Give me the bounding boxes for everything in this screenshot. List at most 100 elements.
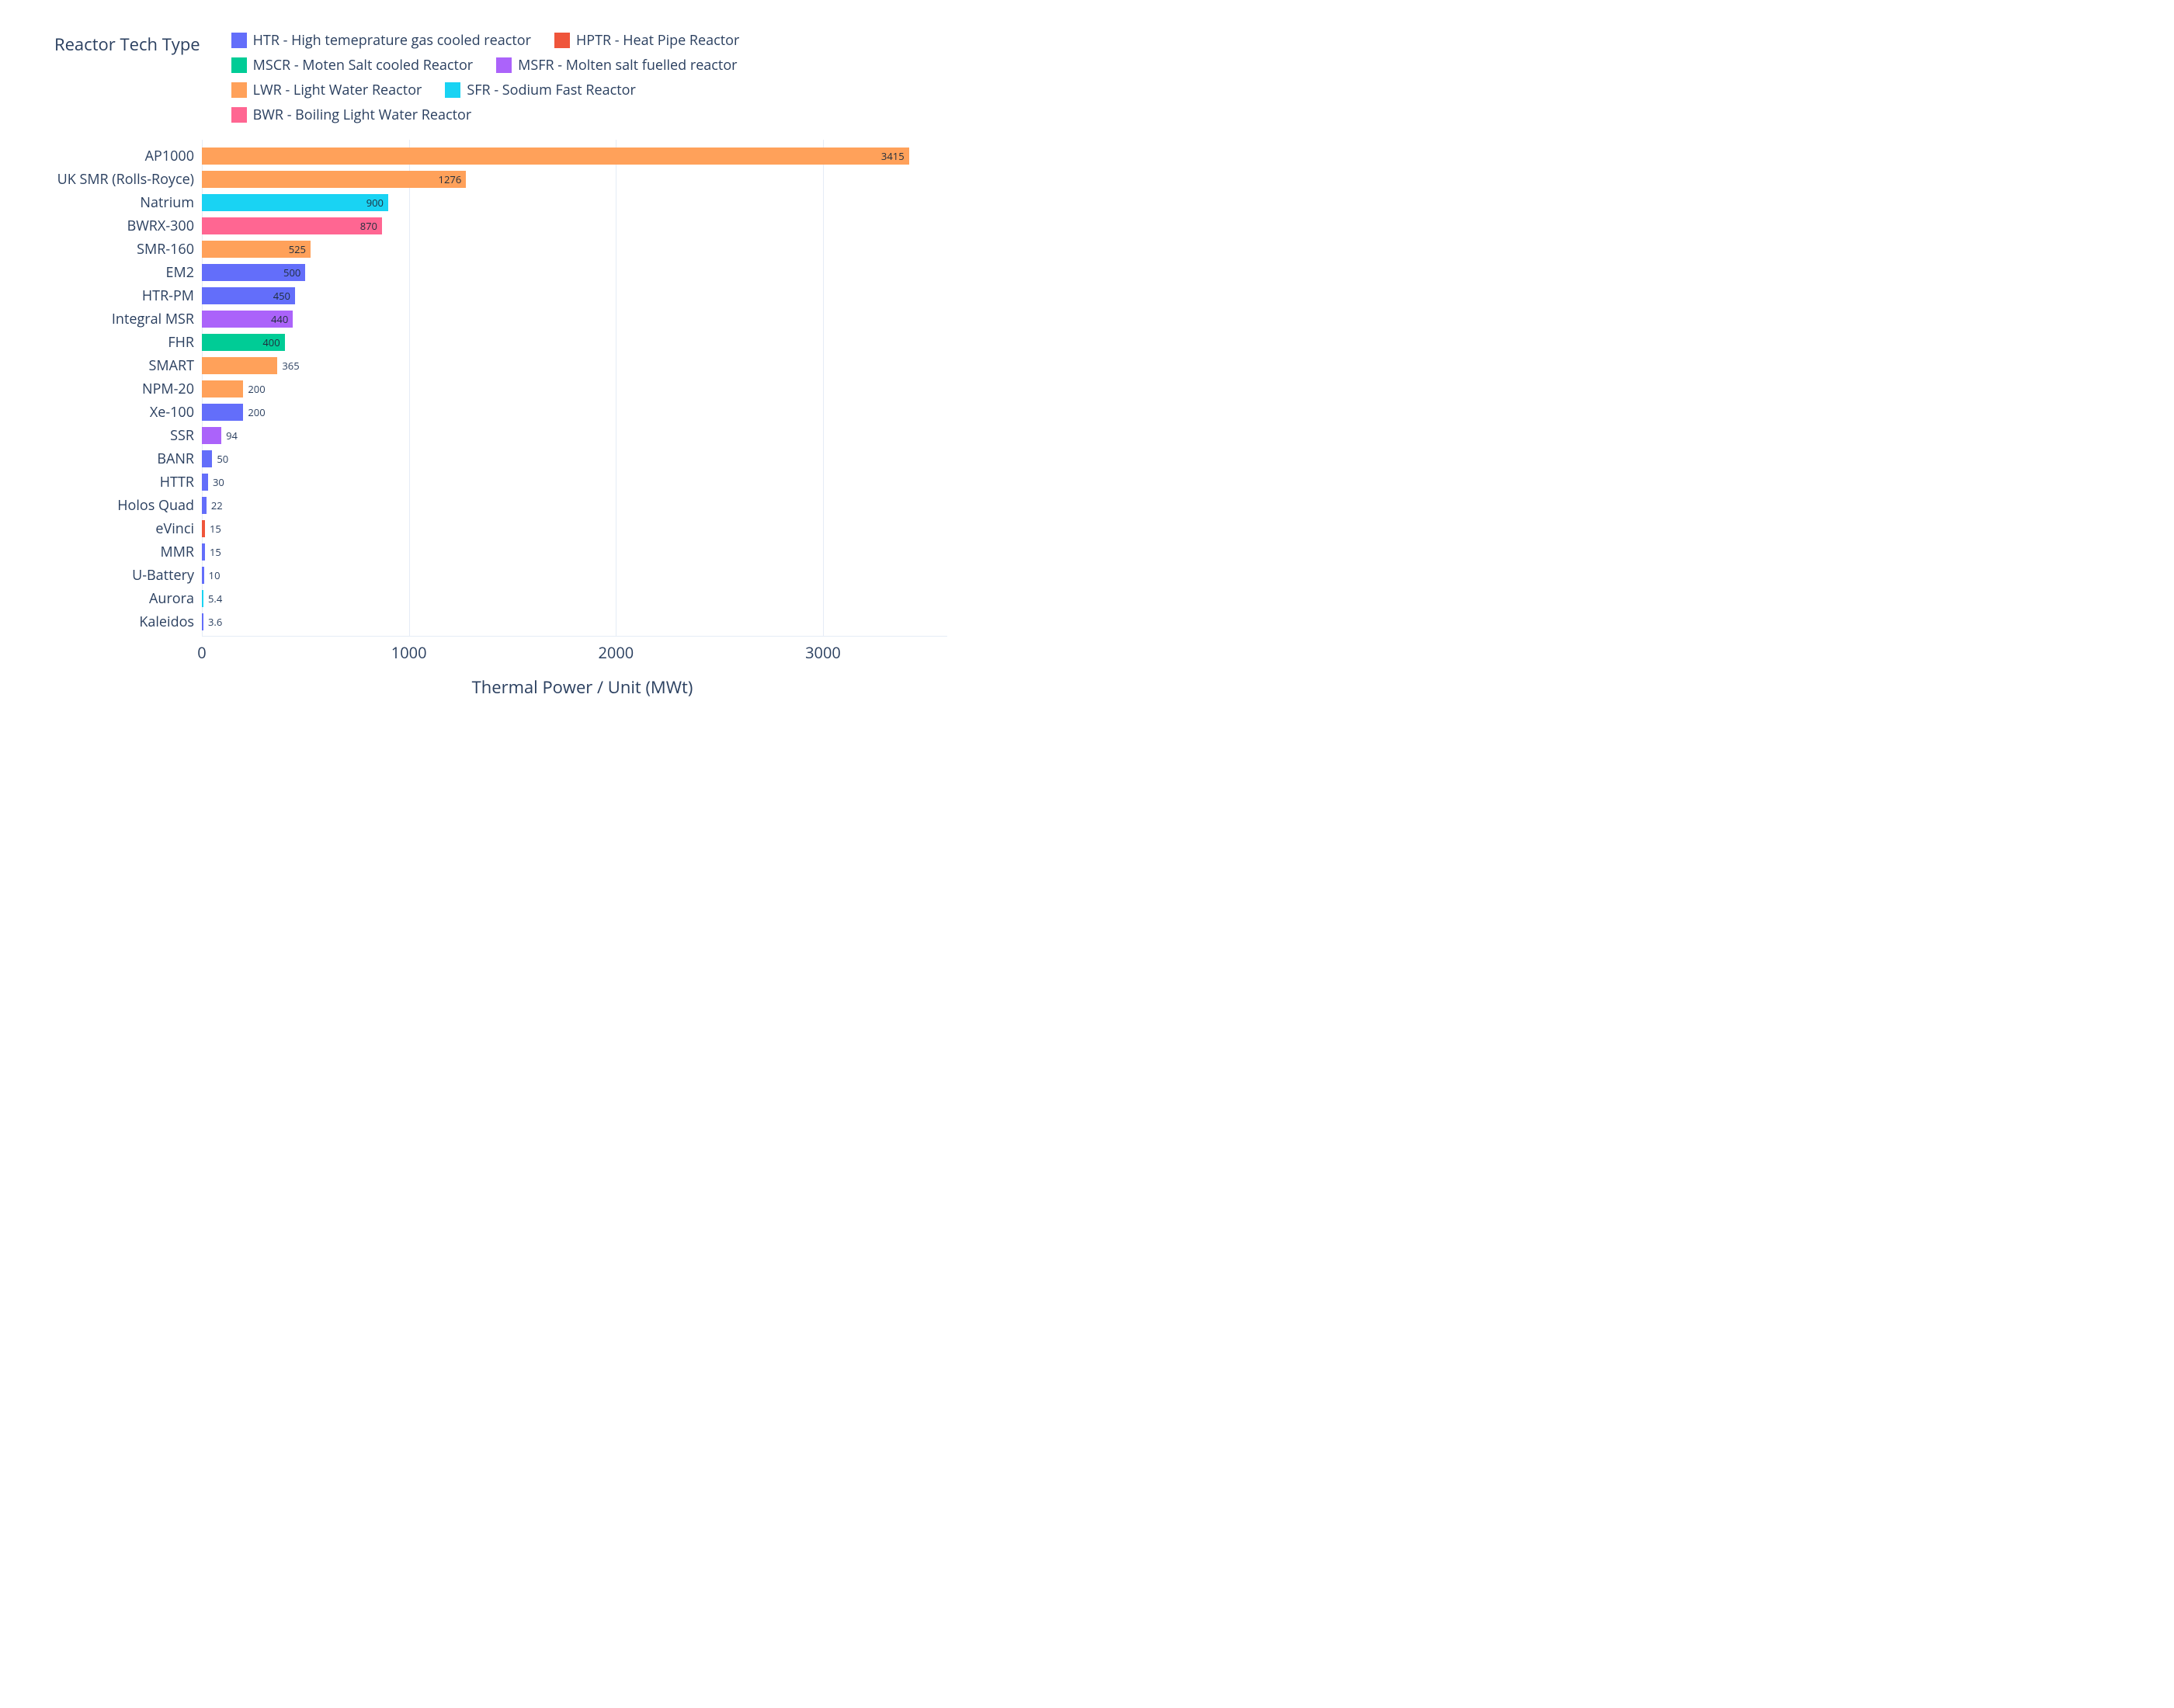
reactor-thermal-power-chart: Reactor Tech Type HTR - High temeprature… xyxy=(31,31,963,699)
bar-category-label: U-Battery xyxy=(132,566,202,585)
bar[interactable]: 3415 xyxy=(202,148,909,165)
legend-label: MSFR - Molten salt fuelled reactor xyxy=(518,56,737,75)
bar-category-label: Natrium xyxy=(140,193,202,212)
bar-category-label: SMR-160 xyxy=(137,240,202,259)
bar-row: Holos Quad22 xyxy=(202,494,947,517)
bar[interactable]: 15 xyxy=(202,520,205,537)
bar-row: Xe-100200 xyxy=(202,401,947,424)
legend-swatch xyxy=(231,82,247,98)
legend-item[interactable]: SFR - Sodium Fast Reactor xyxy=(445,81,635,99)
bar-value-label: 400 xyxy=(262,335,280,349)
legend-label: SFR - Sodium Fast Reactor xyxy=(467,81,635,99)
bar-row: EM2500 xyxy=(202,261,947,284)
legend: Reactor Tech Type HTR - High temeprature… xyxy=(31,31,963,124)
bar[interactable]: 15 xyxy=(202,543,205,561)
x-axis-title: Thermal Power / Unit (MWt) xyxy=(202,675,963,699)
bar-category-label: FHR xyxy=(168,333,202,352)
bar-row: eVinci15 xyxy=(202,517,947,540)
legend-swatch xyxy=(231,33,247,48)
legend-item[interactable]: BWR - Boiling Light Water Reactor xyxy=(231,106,472,124)
bar[interactable]: 525 xyxy=(202,241,311,258)
bar-value-label: 440 xyxy=(271,312,288,326)
bar-value-label: 365 xyxy=(282,359,299,373)
bar[interactable]: 94 xyxy=(202,427,221,444)
bar-row: AP10003415 xyxy=(202,144,947,168)
bar-category-label: EM2 xyxy=(166,263,202,282)
bar-category-label: HTTR xyxy=(160,473,202,491)
bar-category-label: eVinci xyxy=(155,519,202,538)
x-tick-label: 2000 xyxy=(598,636,634,663)
bar[interactable]: 3.6 xyxy=(202,613,203,630)
bar-value-label: 3415 xyxy=(881,149,905,163)
legend-label: LWR - Light Water Reactor xyxy=(253,81,422,99)
bar-row: SMR-160525 xyxy=(202,238,947,261)
bar-row: NPM-20200 xyxy=(202,377,947,401)
legend-item[interactable]: LWR - Light Water Reactor xyxy=(231,81,422,99)
bar[interactable]: 200 xyxy=(202,380,243,397)
x-tick-label: 1000 xyxy=(391,636,427,663)
bar-row: SMART365 xyxy=(202,354,947,377)
bar-value-label: 200 xyxy=(248,405,265,419)
bar-value-label: 450 xyxy=(273,289,290,303)
bar-row: Natrium900 xyxy=(202,191,947,214)
bar-row: BWRX-300870 xyxy=(202,214,947,238)
bar-category-label: HTR-PM xyxy=(142,286,202,305)
bar[interactable]: 22 xyxy=(202,497,207,514)
bar[interactable]: 900 xyxy=(202,194,388,211)
bar-row: Aurora5.4 xyxy=(202,587,947,610)
bar-category-label: MMR xyxy=(161,543,203,561)
bar-value-label: 50 xyxy=(217,452,228,466)
bar-value-label: 15 xyxy=(210,522,221,536)
bar-row: HTTR30 xyxy=(202,470,947,494)
bar-value-label: 500 xyxy=(283,266,300,279)
bar-row: FHR400 xyxy=(202,331,947,354)
bar[interactable]: 5.4 xyxy=(202,590,203,607)
bar[interactable]: 450 xyxy=(202,287,295,304)
plot-area: 0100020003000AP10003415UK SMR (Rolls-Roy… xyxy=(202,140,963,699)
bar[interactable]: 870 xyxy=(202,217,382,234)
bar[interactable]: 50 xyxy=(202,450,212,467)
bar[interactable]: 200 xyxy=(202,404,243,421)
bar[interactable]: 500 xyxy=(202,264,305,281)
legend-item[interactable]: HPTR - Heat Pipe Reactor xyxy=(554,31,739,50)
bar[interactable]: 30 xyxy=(202,474,208,491)
bar[interactable]: 440 xyxy=(202,311,293,328)
bar[interactable]: 10 xyxy=(202,567,204,584)
bar-row: Integral MSR440 xyxy=(202,307,947,331)
bar-value-label: 1276 xyxy=(439,172,462,186)
bar-row: HTR-PM450 xyxy=(202,284,947,307)
bar-category-label: UK SMR (Rolls-Royce) xyxy=(57,170,202,189)
legend-label: BWR - Boiling Light Water Reactor xyxy=(253,106,472,124)
bar-value-label: 200 xyxy=(248,382,265,396)
bar-value-label: 3.6 xyxy=(208,615,222,629)
bar[interactable]: 365 xyxy=(202,357,277,374)
bar-category-label: Integral MSR xyxy=(112,310,202,328)
bar-value-label: 900 xyxy=(366,196,384,210)
bar-category-label: Kaleidos xyxy=(139,613,202,631)
bar-row: UK SMR (Rolls-Royce)1276 xyxy=(202,168,947,191)
legend-swatch xyxy=(496,57,512,73)
bar-row: Kaleidos3.6 xyxy=(202,610,947,634)
bar-category-label: AP1000 xyxy=(145,147,202,165)
bar-value-label: 30 xyxy=(213,475,224,489)
legend-item[interactable]: MSFR - Molten salt fuelled reactor xyxy=(496,56,737,75)
legend-swatch xyxy=(231,57,247,73)
legend-item[interactable]: HTR - High temeprature gas cooled reacto… xyxy=(231,31,531,50)
bar-row: BANR50 xyxy=(202,447,947,470)
legend-label: MSCR - Moten Salt cooled Reactor xyxy=(253,56,473,75)
legend-item[interactable]: MSCR - Moten Salt cooled Reactor xyxy=(231,56,473,75)
bar-category-label: BANR xyxy=(157,450,202,468)
bar-value-label: 94 xyxy=(226,429,238,443)
bar-category-label: Aurora xyxy=(149,589,202,608)
legend-items: HTR - High temeprature gas cooled reacto… xyxy=(231,31,868,124)
bar-row: SSR94 xyxy=(202,424,947,447)
bar-row: U-Battery10 xyxy=(202,564,947,587)
x-tick-label: 3000 xyxy=(805,636,841,663)
x-tick-label: 0 xyxy=(197,636,206,663)
bar[interactable]: 1276 xyxy=(202,171,466,188)
bar-category-label: Holos Quad xyxy=(117,496,202,515)
legend-swatch xyxy=(554,33,570,48)
legend-swatch xyxy=(445,82,460,98)
legend-label: HTR - High temeprature gas cooled reacto… xyxy=(253,31,531,50)
bar[interactable]: 400 xyxy=(202,334,285,351)
